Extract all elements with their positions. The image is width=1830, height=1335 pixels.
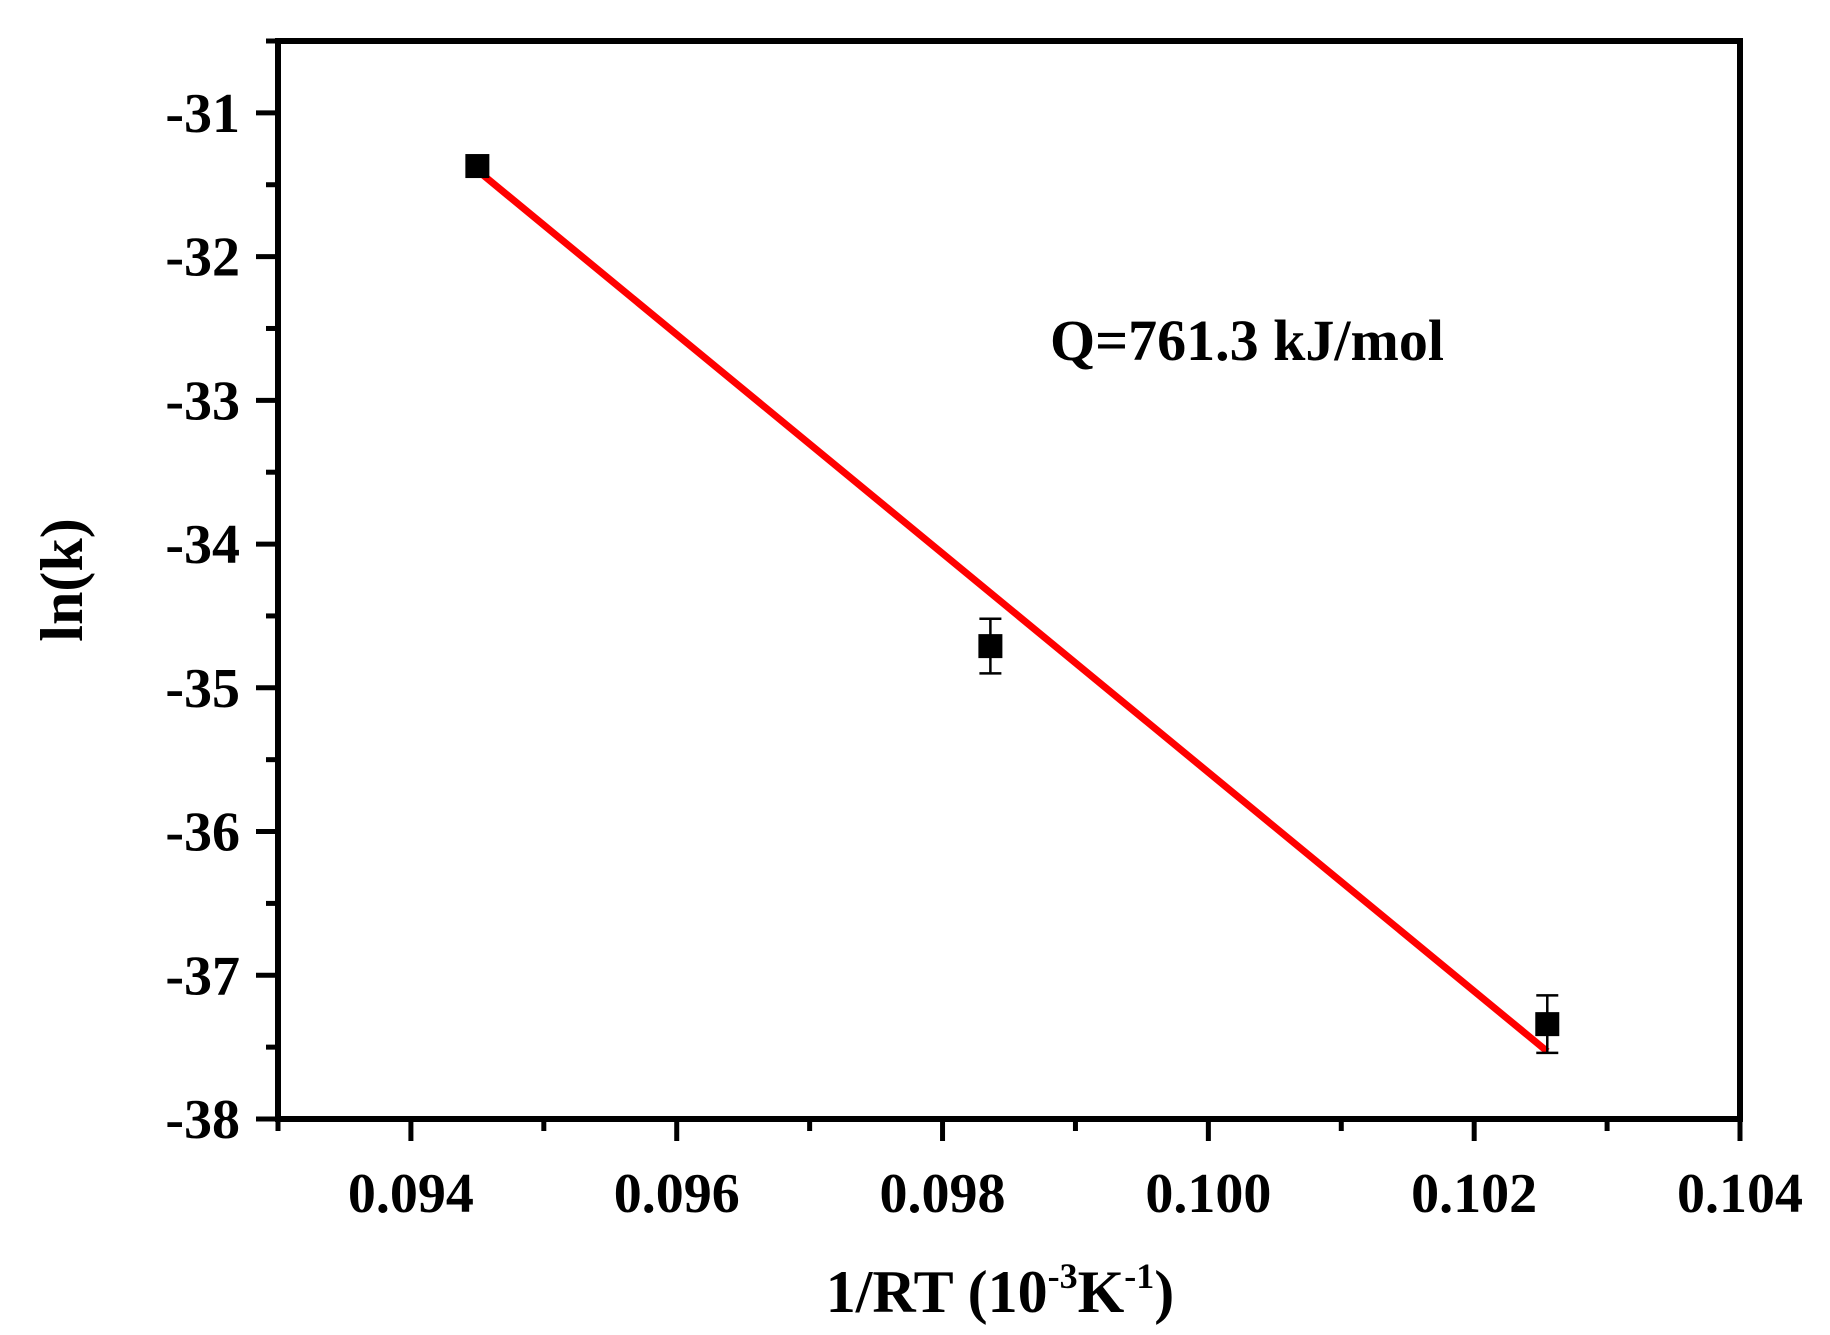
y-tick-label: -35 xyxy=(165,658,240,720)
plot-frame xyxy=(275,38,1743,1122)
data-point xyxy=(978,634,1003,659)
y-axis-tick-labels: -31 -32 -33 -34 -35 -36 -37 -38 xyxy=(165,83,240,1151)
y-tick-label: -38 xyxy=(165,1089,240,1151)
x-axis-tick-labels: 0.094 0.096 0.098 0.100 0.102 0.104 xyxy=(348,1163,1803,1225)
y-tick-label: -33 xyxy=(165,370,240,432)
x-axis-label-suffix: ) xyxy=(1154,1259,1174,1325)
x-axis-label-exp2: -1 xyxy=(1124,1256,1154,1296)
y-tick-label: -36 xyxy=(165,802,240,864)
x-tick-label: 0.100 xyxy=(1145,1163,1271,1225)
data-point xyxy=(465,154,490,179)
y-axis-label: ln(k) xyxy=(29,518,95,641)
fit-line xyxy=(475,167,1550,1055)
x-tick-label: 0.102 xyxy=(1411,1163,1537,1225)
x-axis-label: 1/RT (10-3K-1) xyxy=(826,1256,1174,1325)
x-axis-label-mid: K xyxy=(1078,1259,1125,1325)
x-axis-label-prefix: 1/RT (10 xyxy=(826,1259,1048,1325)
x-axis-label-exp1: -3 xyxy=(1048,1256,1078,1296)
y-axis-ticks xyxy=(256,38,278,1122)
activation-energy-annotation: Q=761.3 kJ/mol xyxy=(1050,308,1444,373)
x-tick-label: 0.104 xyxy=(1677,1163,1803,1225)
x-tick-label: 0.096 xyxy=(614,1163,740,1225)
y-tick-label: -37 xyxy=(165,945,240,1007)
x-tick-label: 0.098 xyxy=(880,1163,1006,1225)
y-tick-label: -31 xyxy=(165,83,240,145)
fit-line-group xyxy=(475,167,1550,1055)
data-point xyxy=(1535,1012,1560,1037)
y-tick-label: -32 xyxy=(165,227,240,289)
data-points xyxy=(465,154,1560,1055)
x-axis-ticks xyxy=(275,1119,1743,1141)
y-tick-label: -34 xyxy=(165,514,240,576)
x-tick-label: 0.094 xyxy=(348,1163,474,1225)
